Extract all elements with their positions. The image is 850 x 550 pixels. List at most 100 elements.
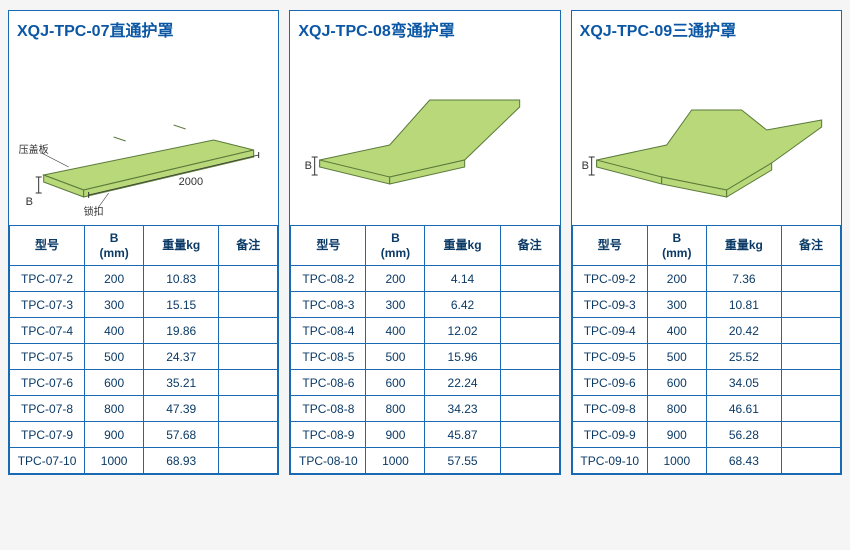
table-row: TPC-09-10100068.43 <box>572 448 840 474</box>
table-cell: 56.28 <box>706 422 781 448</box>
product-panel: XQJ-TPC-08弯通护罩 B 型号B(mm)重量kg备注TPC-08-220… <box>289 10 560 475</box>
table-row: TPC-09-330010.81 <box>572 292 840 318</box>
table-cell: TPC-08-10 <box>291 448 366 474</box>
table-row: TPC-08-440012.02 <box>291 318 559 344</box>
table-cell: 800 <box>85 396 144 422</box>
table-cell <box>781 448 840 474</box>
table-header: 备注 <box>500 226 559 266</box>
table-cell: 300 <box>85 292 144 318</box>
table-cell: 57.68 <box>144 422 219 448</box>
table-row: TPC-08-33006.42 <box>291 292 559 318</box>
table-cell: 24.37 <box>144 344 219 370</box>
table-cell: 19.86 <box>144 318 219 344</box>
table-cell <box>781 266 840 292</box>
table-row: TPC-07-10100068.93 <box>10 448 278 474</box>
table-cell: 1000 <box>647 448 706 474</box>
table-cell <box>219 370 278 396</box>
table-header: 备注 <box>219 226 278 266</box>
table-cell: 68.43 <box>706 448 781 474</box>
table-cell: 25.52 <box>706 344 781 370</box>
table-row: TPC-07-990057.68 <box>10 422 278 448</box>
table-cell: TPC-08-4 <box>291 318 366 344</box>
table-cell: 10.81 <box>706 292 781 318</box>
table-cell: 300 <box>647 292 706 318</box>
svg-text:锁扣: 锁扣 <box>84 205 104 218</box>
table-row: TPC-08-22004.14 <box>291 266 559 292</box>
table-cell: 200 <box>647 266 706 292</box>
table-cell: 800 <box>647 396 706 422</box>
table-cell <box>500 318 559 344</box>
table-cell: 1000 <box>85 448 144 474</box>
spec-table: 型号B(mm)重量kg备注TPC-07-220010.83TPC-07-3300… <box>9 225 278 474</box>
table-cell: 34.23 <box>425 396 500 422</box>
table-cell: 7.36 <box>706 266 781 292</box>
table-header: 型号 <box>291 226 366 266</box>
table-cell: 900 <box>85 422 144 448</box>
svg-text:B: B <box>581 160 588 172</box>
table-cell: 900 <box>647 422 706 448</box>
panel-title: XQJ-TPC-08弯通护罩 <box>290 11 559 45</box>
table-header: B(mm) <box>647 226 706 266</box>
table-cell: 47.39 <box>144 396 219 422</box>
table-cell <box>219 344 278 370</box>
table-cell <box>500 370 559 396</box>
svg-text:2000: 2000 <box>179 176 203 188</box>
table-cell: 20.42 <box>706 318 781 344</box>
table-cell: TPC-07-8 <box>10 396 85 422</box>
table-cell: 15.15 <box>144 292 219 318</box>
table-cell <box>500 396 559 422</box>
table-row: TPC-09-880046.61 <box>572 396 840 422</box>
panels-row: XQJ-TPC-07直通护罩 2000 B 压盖板 锁扣 型号B(mm)重量kg… <box>8 10 842 475</box>
table-cell: TPC-09-10 <box>572 448 647 474</box>
table-header: B(mm) <box>366 226 425 266</box>
table-row: TPC-07-440019.86 <box>10 318 278 344</box>
table-cell: 10.83 <box>144 266 219 292</box>
table-row: TPC-08-990045.87 <box>291 422 559 448</box>
table-header: 重量kg <box>425 226 500 266</box>
table-cell: 500 <box>647 344 706 370</box>
table-cell: 400 <box>647 318 706 344</box>
table-cell <box>219 292 278 318</box>
table-cell <box>219 396 278 422</box>
table-row: TPC-08-10100057.55 <box>291 448 559 474</box>
table-cell: 4.14 <box>425 266 500 292</box>
table-header: 型号 <box>10 226 85 266</box>
table-header: B(mm) <box>85 226 144 266</box>
table-cell: TPC-09-6 <box>572 370 647 396</box>
diagram-straight: 2000 B 压盖板 锁扣 <box>9 45 278 225</box>
table-row: TPC-07-660035.21 <box>10 370 278 396</box>
table-cell: TPC-07-2 <box>10 266 85 292</box>
table-row: TPC-09-440020.42 <box>572 318 840 344</box>
table-row: TPC-07-330015.15 <box>10 292 278 318</box>
table-cell: 900 <box>366 422 425 448</box>
table-header: 重量kg <box>706 226 781 266</box>
table-cell: TPC-09-2 <box>572 266 647 292</box>
spec-table: 型号B(mm)重量kg备注TPC-09-22007.36TPC-09-33001… <box>572 225 841 474</box>
table-header: 型号 <box>572 226 647 266</box>
table-cell: 34.05 <box>706 370 781 396</box>
table-cell: 12.02 <box>425 318 500 344</box>
table-cell: TPC-07-4 <box>10 318 85 344</box>
table-cell <box>500 292 559 318</box>
table-cell: 400 <box>366 318 425 344</box>
table-cell: TPC-08-3 <box>291 292 366 318</box>
table-row: TPC-07-880047.39 <box>10 396 278 422</box>
table-cell: 46.61 <box>706 396 781 422</box>
table-row: TPC-07-220010.83 <box>10 266 278 292</box>
table-cell: 45.87 <box>425 422 500 448</box>
table-cell <box>500 448 559 474</box>
table-cell <box>219 448 278 474</box>
table-cell: 500 <box>366 344 425 370</box>
table-cell <box>219 318 278 344</box>
table-row: TPC-08-550015.96 <box>291 344 559 370</box>
table-row: TPC-09-660034.05 <box>572 370 840 396</box>
table-cell: 35.21 <box>144 370 219 396</box>
table-cell <box>500 266 559 292</box>
table-cell: 68.93 <box>144 448 219 474</box>
table-cell <box>781 344 840 370</box>
table-cell: TPC-09-5 <box>572 344 647 370</box>
table-cell <box>500 422 559 448</box>
spec-table: 型号B(mm)重量kg备注TPC-08-22004.14TPC-08-33006… <box>290 225 559 474</box>
table-cell: TPC-08-9 <box>291 422 366 448</box>
table-cell: 600 <box>85 370 144 396</box>
